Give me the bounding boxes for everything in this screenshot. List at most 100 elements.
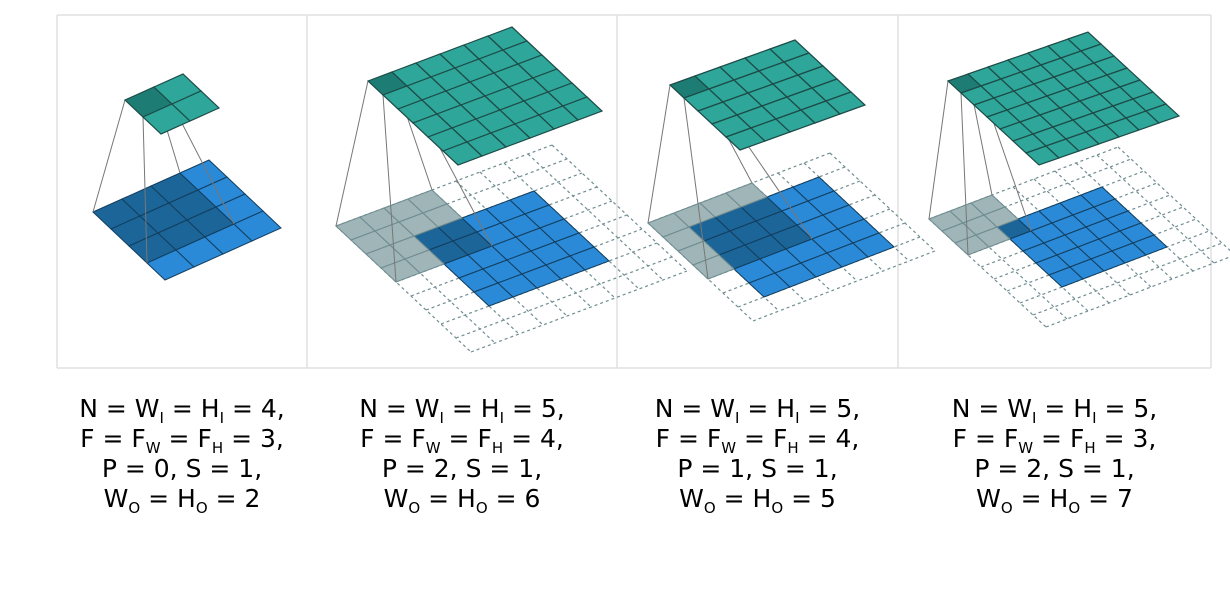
caption-text: P = 2, S = 1, bbox=[974, 454, 1135, 483]
caption-subscript: O bbox=[1000, 499, 1013, 517]
padding-grid-line bbox=[1117, 146, 1230, 252]
caption-line: P = 1, S = 1, bbox=[617, 454, 898, 484]
caption-text: = H bbox=[1036, 394, 1093, 423]
caption-text: N = W bbox=[359, 394, 440, 423]
caption-text: = 5, bbox=[1096, 394, 1158, 423]
output-grid bbox=[668, 39, 867, 151]
output-grid bbox=[946, 31, 1181, 166]
output-cell bbox=[170, 90, 221, 122]
caption-line: P = 2, S = 1, bbox=[307, 454, 617, 484]
caption-text: = F bbox=[736, 424, 788, 453]
caption-text: = 4, bbox=[798, 424, 860, 453]
kernel-cell bbox=[692, 254, 735, 280]
padding-grid-line bbox=[993, 206, 1184, 280]
caption-text: = 6 bbox=[487, 484, 541, 513]
caption-text: = F bbox=[160, 424, 212, 453]
caption-subscript: I bbox=[499, 409, 505, 427]
caption-subscript: O bbox=[195, 499, 208, 517]
padding-grid-line bbox=[1019, 230, 1210, 304]
padding-grid-line bbox=[1032, 242, 1223, 316]
caption-text: = H bbox=[140, 484, 196, 513]
caption-text: F = F bbox=[360, 424, 426, 453]
caption-line: F = FW = FH = 4, bbox=[617, 424, 898, 457]
projection-line bbox=[960, 92, 969, 256]
caption-line: N = WI = HI = 5, bbox=[307, 394, 617, 427]
input-cell bbox=[1132, 234, 1168, 256]
caption-text: = 7 bbox=[1080, 484, 1133, 513]
panel-3-caption: N = WI = HI = 5, F = FW = FH = 4, P = 1, S… bbox=[617, 394, 898, 517]
caption-text: = H bbox=[163, 394, 220, 423]
caption-text: = 3, bbox=[223, 424, 284, 453]
caption-text: = 2 bbox=[207, 484, 261, 513]
caption-line: F = FW = FH = 3, bbox=[898, 424, 1211, 457]
panel-4 bbox=[898, 15, 1230, 368]
caption-subscript: O bbox=[771, 499, 784, 517]
caption-line: F = FW = FH = 3, bbox=[57, 424, 307, 457]
caption-line: WO = HO = 5 bbox=[617, 484, 898, 517]
caption-line: WO = HO = 6 bbox=[307, 484, 617, 517]
caption-subscript: W bbox=[1018, 439, 1034, 457]
padding-grid-line bbox=[954, 170, 1145, 244]
panel-2 bbox=[307, 15, 688, 368]
caption-line: N = WI = HI = 5, bbox=[898, 394, 1211, 427]
caption-text: W bbox=[103, 484, 129, 513]
kernel-cell bbox=[725, 182, 768, 208]
input-grid bbox=[688, 176, 895, 298]
caption-line: N = WI = HI = 4, bbox=[57, 394, 307, 427]
panel-3 bbox=[617, 15, 936, 368]
projection-line bbox=[683, 97, 709, 280]
input-grid bbox=[996, 186, 1168, 288]
padding-grid-line bbox=[527, 153, 664, 281]
caption-subscript: I bbox=[735, 409, 740, 427]
kernel-cell bbox=[422, 203, 463, 228]
caption-text: = H bbox=[739, 394, 796, 423]
caption-text: = F bbox=[1033, 424, 1085, 453]
padding-grid-line bbox=[455, 256, 673, 339]
caption-text: = 5, bbox=[504, 394, 565, 423]
caption-subscript: I bbox=[1092, 409, 1097, 427]
kernel-window bbox=[335, 189, 463, 283]
padding-grid-line bbox=[551, 144, 688, 272]
caption-subscript: I bbox=[1032, 409, 1037, 427]
caption-text: = 4, bbox=[224, 394, 285, 423]
padding-grid-line bbox=[752, 250, 936, 322]
panel-4-diagram bbox=[928, 31, 1230, 328]
caption-line: P = 2, S = 1, bbox=[898, 454, 1211, 484]
caption-subscript: O bbox=[128, 499, 141, 517]
projection-line bbox=[928, 80, 949, 220]
projection-line bbox=[142, 116, 148, 264]
kernel-cell bbox=[404, 249, 445, 274]
input-cell bbox=[569, 246, 610, 271]
caption-subscript: O bbox=[703, 499, 716, 517]
caption-line: N = WI = HI = 5, bbox=[617, 394, 898, 427]
caption-subscript: H bbox=[787, 439, 799, 457]
caption-text: = 3, bbox=[1095, 424, 1157, 453]
output-cell bbox=[1144, 103, 1181, 124]
kernel-cell bbox=[983, 206, 1019, 228]
caption-subscript: O bbox=[475, 499, 488, 517]
caption-text: P = 1, S = 1, bbox=[677, 454, 838, 483]
caption-text: F = F bbox=[655, 424, 722, 453]
caption-text: = H bbox=[1012, 484, 1069, 513]
caption-subscript: H bbox=[211, 439, 224, 457]
caption-text: F = F bbox=[80, 424, 146, 453]
kernel-cell bbox=[975, 226, 1011, 248]
caption-subscript: O bbox=[408, 499, 421, 517]
output-cell bbox=[561, 96, 604, 121]
caption-text: = 5 bbox=[783, 484, 836, 513]
caption-text: = H bbox=[715, 484, 772, 513]
caption-text: W bbox=[976, 484, 1001, 513]
projection-line bbox=[92, 99, 126, 213]
caption-text: N = W bbox=[951, 394, 1033, 423]
caption-subscript: H bbox=[1084, 439, 1096, 457]
caption-subscript: I bbox=[219, 409, 225, 427]
padding-grid-line bbox=[1006, 218, 1197, 292]
caption-text: = H bbox=[420, 484, 476, 513]
caption-text: N = W bbox=[79, 394, 160, 423]
projection-line bbox=[647, 84, 671, 224]
output-grid bbox=[123, 73, 221, 135]
caption-subscript: W bbox=[145, 439, 161, 457]
padding-grid-line bbox=[470, 270, 688, 353]
padding-grid-line bbox=[941, 158, 1132, 232]
projection-line bbox=[335, 80, 369, 227]
